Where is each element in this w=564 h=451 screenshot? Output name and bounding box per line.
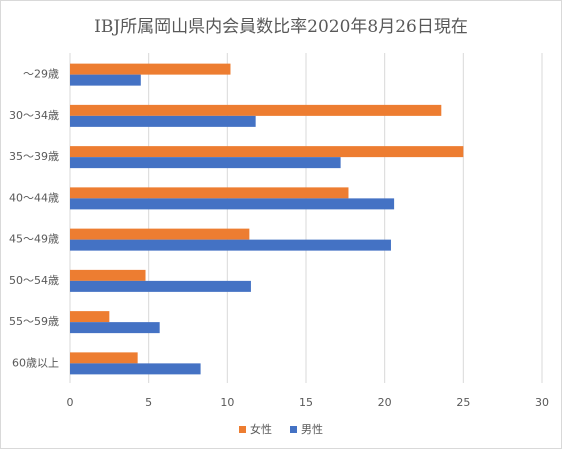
- x-tick-label: 25: [456, 396, 470, 409]
- y-category-label: 35～39歳: [9, 150, 59, 163]
- bar: [70, 269, 146, 281]
- legend-item-male: 男性: [290, 421, 323, 437]
- y-category-label: 55～59歳: [9, 315, 59, 328]
- x-tick-label: 30: [535, 396, 549, 409]
- bar: [70, 146, 464, 158]
- y-category-label: 60歳以上: [12, 356, 59, 369]
- x-tick-label: 5: [145, 396, 152, 409]
- legend-label-male: 男性: [301, 423, 323, 436]
- y-category-label: 45～49歳: [9, 233, 59, 246]
- x-tick-label: 0: [67, 396, 74, 409]
- x-tick-label: 15: [299, 396, 313, 409]
- y-category-label: 30～34歳: [9, 109, 59, 122]
- x-tick-label: 10: [220, 396, 234, 409]
- bar: [70, 322, 160, 334]
- bar: [70, 280, 251, 292]
- chart-title: IBJ所属岡山県内会員数比率2020年8月26日現在: [94, 17, 468, 37]
- bar: [70, 363, 201, 375]
- bar: [70, 239, 391, 251]
- bar: [70, 228, 250, 240]
- legend-swatch-male: [290, 425, 297, 433]
- bar: [70, 74, 141, 86]
- bar: [70, 198, 395, 210]
- legend-swatch-female: [239, 425, 246, 433]
- bar: [70, 187, 349, 199]
- bar: [70, 157, 341, 169]
- y-category-label: 50～54歳: [9, 274, 59, 287]
- x-tick-label: 20: [378, 396, 392, 409]
- bar: [70, 63, 231, 75]
- bar: [70, 352, 138, 364]
- legend-label-female: 女性: [250, 423, 272, 436]
- bar: [70, 311, 110, 323]
- y-category-label: 40～44歳: [9, 191, 59, 204]
- y-category-label: ～29歳: [23, 68, 59, 81]
- chart-legend: 女性 男性: [0, 421, 562, 437]
- bar: [70, 104, 442, 116]
- bar: [70, 115, 256, 127]
- legend-item-female: 女性: [239, 421, 272, 437]
